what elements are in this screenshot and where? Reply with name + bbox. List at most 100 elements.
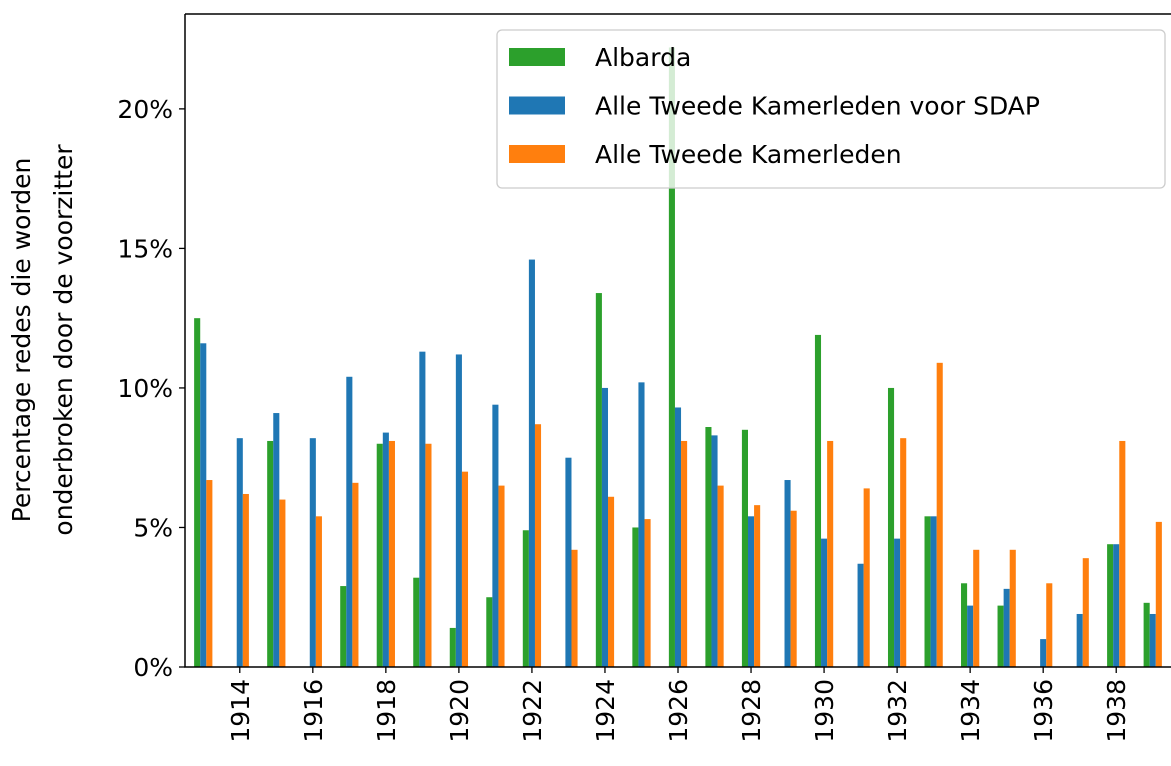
legend: Albarda Alle Tweede Kamerleden voor SDAP A… <box>496 29 1166 189</box>
bar <box>1040 639 1047 667</box>
bar <box>565 457 572 667</box>
y-tick-label: 5% <box>133 513 173 542</box>
x-tick-label: 1918 <box>372 679 401 743</box>
bar <box>997 605 1004 667</box>
bar <box>352 482 359 667</box>
bar <box>821 538 828 667</box>
bar <box>827 440 834 667</box>
bar <box>711 435 718 667</box>
bar <box>1076 613 1083 667</box>
y-tick-label: 20% <box>117 95 173 124</box>
bar <box>346 376 353 667</box>
x-tick-label: 1926 <box>664 679 693 743</box>
bar <box>681 440 688 667</box>
x-tick-label: 1938 <box>1102 679 1131 743</box>
x-tick-label: 1916 <box>299 679 328 743</box>
bar <box>455 354 462 667</box>
bar <box>534 424 542 667</box>
bar <box>674 407 682 667</box>
legend-swatch <box>509 145 565 163</box>
bar <box>413 577 420 667</box>
axis-spine <box>184 13 1171 668</box>
bar <box>522 530 529 667</box>
bar <box>419 351 426 667</box>
bar <box>747 516 755 667</box>
bar <box>492 404 499 667</box>
bar <box>1143 602 1150 667</box>
bar <box>382 432 389 667</box>
bar <box>741 429 748 667</box>
bar <box>1155 521 1162 667</box>
x-tick-label: 1914 <box>226 679 255 743</box>
bar <box>790 510 797 667</box>
bar <box>784 480 791 667</box>
bar <box>267 440 274 667</box>
y-tick-label: 0% <box>133 653 173 682</box>
bar <box>449 627 456 667</box>
bar <box>425 443 432 667</box>
bar <box>340 586 347 667</box>
bar <box>376 443 383 667</box>
bar <box>236 438 243 667</box>
bar <box>814 334 822 667</box>
bar <box>644 519 651 667</box>
bar <box>206 480 213 667</box>
y-axis-label: onderbroken door de voorzitter <box>49 144 78 536</box>
bar <box>967 605 974 667</box>
legend-box <box>496 29 1166 189</box>
bar <box>461 471 469 667</box>
x-tick-label: 1924 <box>591 679 620 743</box>
bar <box>1149 613 1156 667</box>
bar <box>1119 440 1126 667</box>
bar <box>486 597 493 667</box>
bar <box>315 516 322 667</box>
bar <box>887 387 895 667</box>
bar <box>668 47 675 667</box>
bar <box>900 438 907 667</box>
x-tick-label: 1928 <box>737 679 766 743</box>
bar <box>930 516 937 667</box>
x-tick-label: 1922 <box>518 679 547 743</box>
y-tick-label: 10% <box>117 374 173 403</box>
bar <box>973 549 980 667</box>
bar <box>632 527 639 667</box>
x-tick-label: 1934 <box>956 679 985 743</box>
bar <box>194 318 201 667</box>
bar <box>273 413 280 667</box>
bar <box>754 505 761 667</box>
bar <box>571 549 578 667</box>
bar <box>595 293 602 667</box>
bar <box>279 499 286 667</box>
bar <box>863 488 870 667</box>
bar <box>498 485 505 667</box>
x-tick-label: 1932 <box>883 679 912 743</box>
bar <box>705 427 712 667</box>
bar <box>200 343 207 667</box>
legend-label: Albarda <box>595 43 691 72</box>
bar <box>961 583 968 667</box>
bar <box>528 259 535 667</box>
bar <box>857 563 864 667</box>
legend-label: Alle Tweede Kamerleden <box>595 140 902 169</box>
y-axis-label: Percentage redes die worden <box>7 158 36 523</box>
legend-swatch <box>509 48 565 66</box>
legend-label: Alle Tweede Kamerleden voor SDAP <box>595 92 1040 121</box>
y-tick-label: 15% <box>117 234 173 263</box>
x-tick-label: 1920 <box>445 679 474 743</box>
bar <box>601 387 609 667</box>
bar <box>717 485 724 667</box>
bar <box>242 493 249 667</box>
x-tick-label: 1936 <box>1029 679 1058 743</box>
x-tick-label: 1930 <box>810 679 839 743</box>
bar <box>608 496 615 667</box>
legend-swatch <box>509 96 565 115</box>
bar <box>1009 549 1016 667</box>
bar <box>924 516 931 667</box>
bar <box>894 538 901 667</box>
bar <box>1107 544 1114 667</box>
bar <box>1113 544 1120 667</box>
bar <box>309 438 316 667</box>
bar <box>388 440 395 667</box>
bar <box>936 362 943 667</box>
